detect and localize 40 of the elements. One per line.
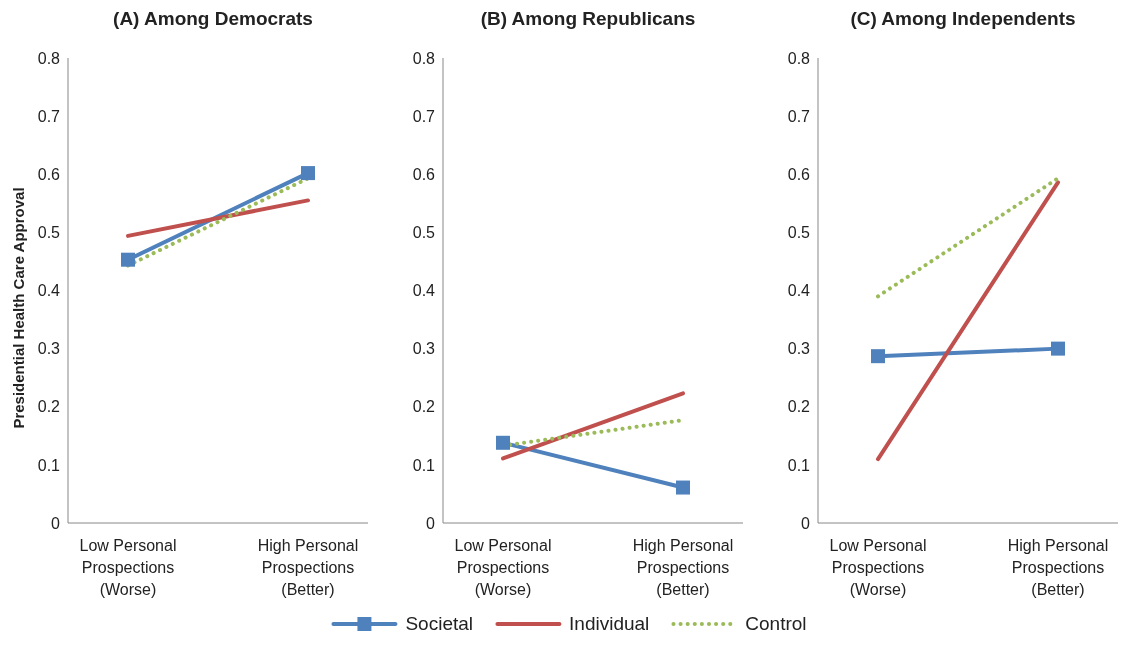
y-tick-label: 0.2 xyxy=(37,398,61,416)
x-tick-label: High Personal Prospections (Better) xyxy=(632,537,734,598)
chart-title: (B) Among Republicans xyxy=(479,8,697,31)
legend-label: Individual xyxy=(569,613,650,635)
y-tick-label: 0.4 xyxy=(787,282,811,300)
y-tick-label: 0 xyxy=(51,514,61,532)
chart-title: (A) Among Democrats xyxy=(112,8,314,31)
y-tick-label: 0 xyxy=(426,514,436,532)
y-axis-title: Presidential Health Care Approval xyxy=(9,187,27,429)
y-tick-label: 0.4 xyxy=(412,282,436,300)
y-tick-label: 0.5 xyxy=(787,224,811,242)
y-tick-label: 0.5 xyxy=(37,224,61,242)
y-tick-label: 0.8 xyxy=(37,49,61,67)
y-tick-label: 0.7 xyxy=(787,107,811,125)
legend-label: Control xyxy=(745,613,807,635)
y-tick-label: 0.3 xyxy=(787,340,811,358)
y-tick-label: 0.8 xyxy=(412,49,436,67)
y-tick-label: 0.2 xyxy=(787,398,811,416)
y-tick-label: 0.7 xyxy=(37,107,61,125)
y-tick-label: 0.1 xyxy=(787,456,811,474)
y-tick-label: 0.8 xyxy=(787,49,811,67)
y-tick-label: 0.4 xyxy=(37,282,61,300)
y-tick-label: 0.3 xyxy=(412,340,436,358)
y-tick-label: 0.1 xyxy=(37,456,61,474)
y-tick-label: 0 xyxy=(801,514,811,532)
chart-title: (C) Among Independents xyxy=(849,8,1077,31)
x-tick-label: High Personal Prospections (Better) xyxy=(257,537,359,598)
x-tick-label: Low Personal Prospections (Worse) xyxy=(79,537,177,598)
y-tick-label: 0.5 xyxy=(412,224,436,242)
x-tick-label: High Personal Prospections (Better) xyxy=(1007,537,1109,598)
y-tick-label: 0.6 xyxy=(37,165,61,183)
legend-label: Societal xyxy=(405,613,474,635)
x-tick-label: Low Personal Prospections (Worse) xyxy=(454,537,552,598)
y-tick-label: 0.1 xyxy=(412,456,436,474)
y-tick-label: 0.3 xyxy=(37,340,61,358)
y-tick-label: 0.2 xyxy=(412,398,436,416)
y-tick-label: 0.6 xyxy=(787,165,811,183)
y-tick-label: 0.6 xyxy=(412,165,436,183)
y-tick-label: 0.7 xyxy=(412,107,436,125)
x-tick-label: Low Personal Prospections (Worse) xyxy=(829,537,927,598)
